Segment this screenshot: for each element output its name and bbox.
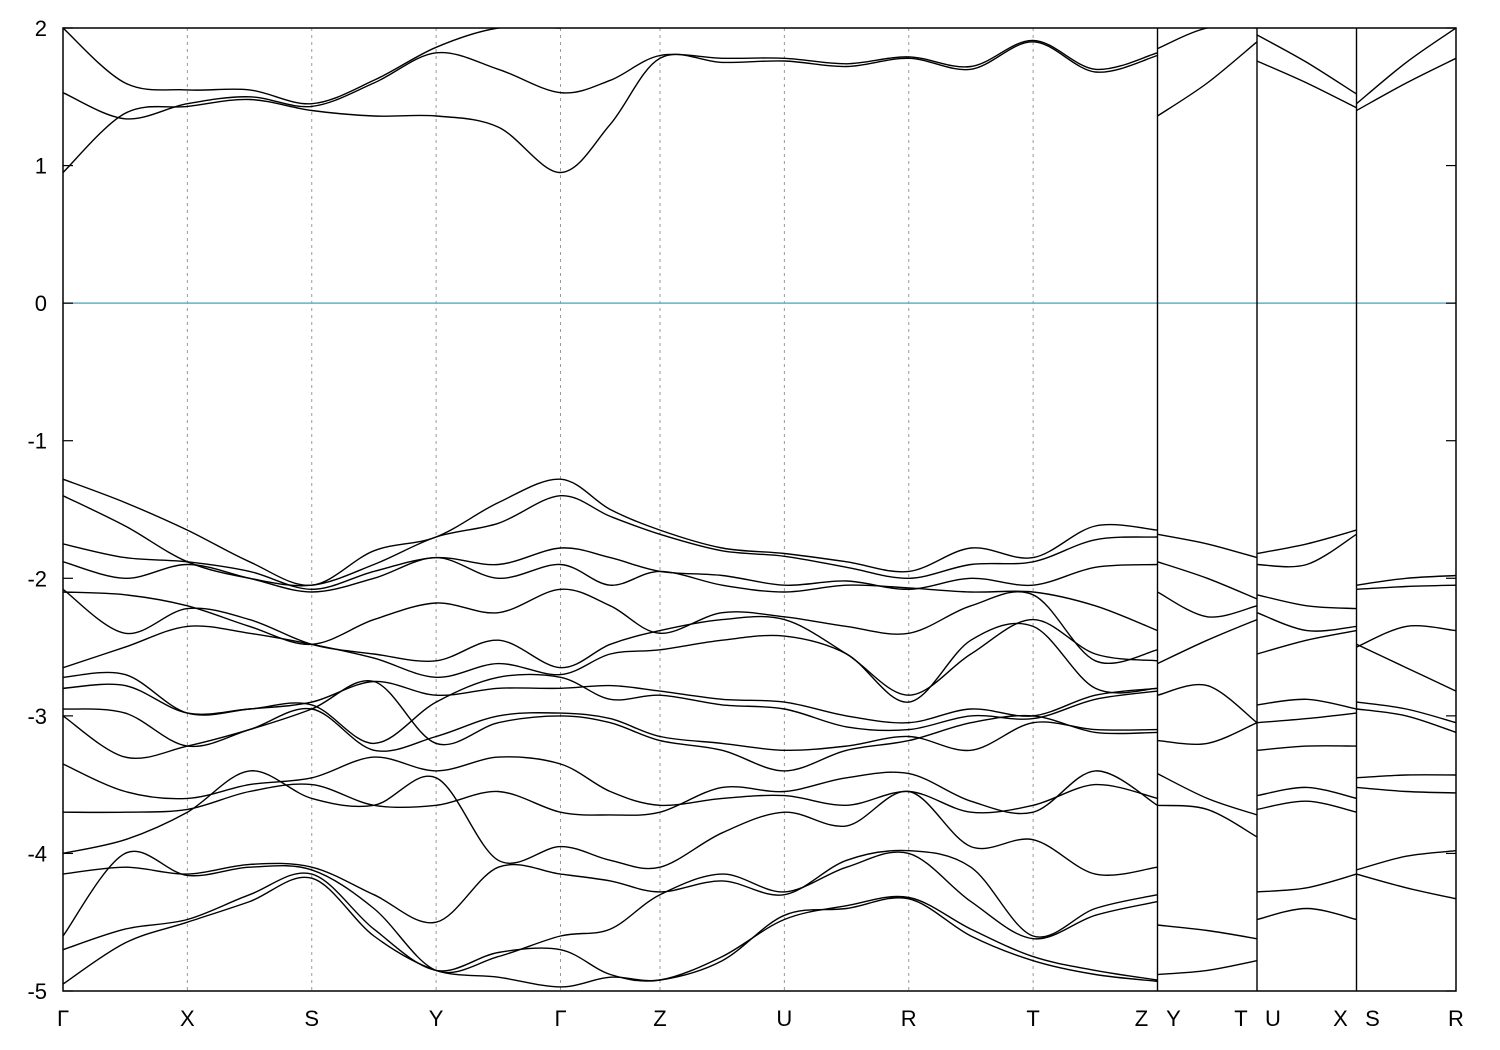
band-line — [1157, 683, 1258, 724]
band-line — [1256, 907, 1357, 921]
band-line — [1157, 772, 1258, 816]
band-line — [63, 872, 1158, 982]
band-line — [1256, 533, 1357, 568]
x-tick-label: R — [901, 1006, 917, 1031]
y-tick-label: -4 — [27, 841, 47, 866]
x-tick-label: X — [180, 1006, 195, 1031]
band-line — [1356, 574, 1456, 586]
y-tick-label: -5 — [27, 979, 47, 1004]
band-line — [1356, 28, 1456, 105]
x-tick-label: T — [1026, 1006, 1039, 1031]
vertical-grid-lines — [186, 28, 1357, 991]
band-line — [63, 876, 1158, 988]
x-tick-label: R — [1448, 1006, 1464, 1031]
y-axis-ticks: 2 1 0 -1 -2 -3 -4 -5 — [27, 16, 1456, 1004]
band-line — [63, 588, 1158, 665]
band-line — [63, 39, 1158, 120]
band-line — [1356, 584, 1456, 590]
x-tick-label: U — [1265, 1006, 1281, 1031]
band-line — [1157, 618, 1258, 665]
band-line — [1157, 533, 1258, 559]
band-line — [1157, 28, 1257, 50]
x-tick-label: T — [1234, 1006, 1247, 1031]
band-line — [63, 673, 1158, 745]
band-line — [1157, 924, 1258, 940]
x-tick-label: Z — [653, 1006, 666, 1031]
band-line — [1157, 960, 1258, 976]
band-line — [63, 28, 561, 105]
y-tick-label: -1 — [27, 429, 47, 454]
x-tick-label: Y — [1166, 1006, 1181, 1031]
band-line — [63, 41, 1158, 174]
band-line — [63, 622, 1158, 703]
band-line — [1256, 712, 1357, 724]
band-line — [63, 770, 1158, 816]
band-line — [1356, 625, 1456, 648]
y-tick-label: 2 — [35, 16, 47, 41]
band-line — [1256, 529, 1357, 555]
band-line — [63, 707, 1158, 752]
band-line — [1356, 57, 1456, 112]
band-line — [1256, 800, 1357, 813]
x-tick-label: Z — [1135, 1006, 1148, 1031]
y-tick-label: -2 — [27, 566, 47, 591]
band-line — [1157, 722, 1258, 745]
band-line — [1256, 786, 1357, 800]
band-line — [1356, 873, 1456, 900]
band-line — [1157, 561, 1258, 600]
band-line — [1356, 643, 1456, 692]
band-line — [1256, 745, 1357, 751]
band-line — [1256, 698, 1357, 710]
y-tick-label: -3 — [27, 704, 47, 729]
x-tick-label: S — [304, 1006, 319, 1031]
x-tick-label: U — [776, 1006, 792, 1031]
band-series-layer — [63, 28, 1456, 991]
band-line — [1256, 612, 1357, 632]
band-line — [1157, 41, 1258, 117]
band-line — [1157, 591, 1258, 618]
band-line — [63, 543, 1158, 591]
axes-layer — [62, 27, 1457, 992]
band-line — [1256, 34, 1357, 95]
band-line — [63, 756, 1158, 814]
band-line — [63, 671, 1158, 724]
y-tick-label: 1 — [35, 154, 47, 179]
band-line — [63, 770, 1158, 876]
x-tick-label: Y — [429, 1006, 444, 1031]
band-line — [1256, 629, 1357, 655]
band-line — [1356, 708, 1456, 734]
x-tick-label: Γ — [554, 1006, 566, 1031]
band-line — [63, 588, 1158, 696]
band-line — [1356, 701, 1456, 724]
y-tick-label: 0 — [35, 291, 47, 316]
plot-frame — [62, 27, 1457, 992]
band-line — [1356, 774, 1456, 779]
band-line — [1356, 850, 1456, 871]
x-tick-label: X — [1333, 1006, 1348, 1031]
band-line — [1256, 60, 1357, 109]
x-tick-label: Γ — [57, 1006, 69, 1031]
band-line — [63, 478, 1158, 586]
x-tick-label: S — [1365, 1006, 1380, 1031]
band-line — [63, 849, 1158, 938]
band-line — [63, 679, 1158, 772]
band-line — [1256, 594, 1357, 610]
band-line — [1256, 873, 1357, 893]
band-line — [63, 556, 1158, 632]
band-line — [63, 850, 1158, 974]
band-line — [1157, 804, 1258, 838]
band-line — [1356, 786, 1456, 794]
